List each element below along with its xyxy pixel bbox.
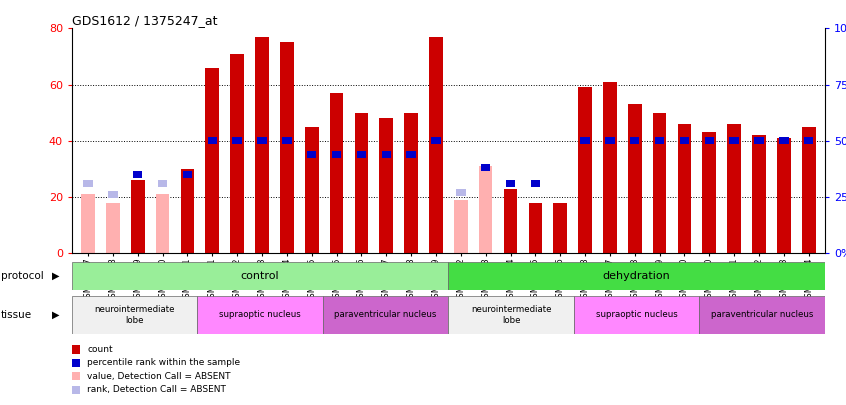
Bar [448, 262, 825, 290]
Text: dehydration: dehydration [602, 271, 671, 281]
Bar [503, 188, 518, 253]
Text: ▶: ▶ [52, 271, 60, 281]
Bar [448, 296, 574, 334]
Bar [323, 296, 448, 334]
Text: control: control [241, 271, 279, 281]
Bar [578, 87, 592, 253]
Bar [574, 296, 700, 334]
Bar [530, 180, 540, 187]
Text: rank, Detection Call = ABSENT: rank, Detection Call = ABSENT [87, 385, 226, 394]
Bar [106, 202, 120, 253]
Bar [456, 189, 465, 196]
Bar [72, 296, 197, 334]
Bar [156, 194, 169, 253]
Bar [379, 118, 393, 253]
Bar [628, 104, 641, 253]
Bar [603, 82, 617, 253]
Bar [454, 200, 468, 253]
Text: neurointermediate
lobe: neurointermediate lobe [95, 305, 175, 324]
Bar [700, 296, 825, 334]
Bar [158, 180, 168, 187]
Bar [133, 171, 142, 178]
Text: neurointermediate
lobe: neurointermediate lobe [471, 305, 552, 324]
Text: value, Detection Call = ABSENT: value, Detection Call = ABSENT [87, 372, 231, 381]
Text: paraventricular nucleus: paraventricular nucleus [711, 310, 813, 320]
Bar [728, 124, 741, 253]
Bar [72, 262, 448, 290]
Bar [233, 137, 242, 144]
Bar [802, 127, 816, 253]
Text: supraoptic nucleus: supraoptic nucleus [596, 310, 678, 320]
Bar [653, 113, 667, 253]
Bar [207, 137, 217, 144]
Bar [131, 180, 145, 253]
Text: count: count [87, 345, 113, 354]
Text: ▶: ▶ [52, 310, 60, 320]
Text: tissue: tissue [1, 310, 32, 320]
Text: paraventricular nucleus: paraventricular nucleus [334, 310, 437, 320]
Bar [206, 68, 219, 253]
Bar [678, 124, 691, 253]
Bar [183, 171, 192, 178]
Bar [197, 296, 323, 334]
Bar [752, 135, 766, 253]
Bar [332, 151, 341, 158]
Bar [307, 151, 316, 158]
Bar [257, 137, 266, 144]
Bar [81, 194, 95, 253]
Bar [580, 137, 590, 144]
Bar [553, 202, 567, 253]
Text: protocol: protocol [1, 271, 44, 281]
Bar [529, 202, 542, 253]
Bar [655, 137, 664, 144]
Bar [280, 43, 294, 253]
Bar [382, 151, 391, 158]
Bar [181, 169, 195, 253]
Bar [479, 166, 492, 253]
Bar [354, 113, 368, 253]
Text: percentile rank within the sample: percentile rank within the sample [87, 358, 240, 367]
Bar [406, 151, 416, 158]
Bar [755, 137, 764, 144]
Bar [404, 113, 418, 253]
Bar [431, 137, 441, 144]
Bar [230, 53, 244, 253]
Bar [605, 137, 615, 144]
Bar [357, 151, 366, 158]
Bar [481, 164, 491, 171]
Bar [282, 137, 292, 144]
Bar [777, 138, 791, 253]
Bar [429, 37, 442, 253]
Text: GDS1612 / 1375247_at: GDS1612 / 1375247_at [72, 14, 217, 27]
Bar [679, 137, 689, 144]
Bar [108, 191, 118, 198]
Bar [84, 180, 93, 187]
Bar [305, 127, 319, 253]
Bar [702, 132, 716, 253]
Bar [729, 137, 739, 144]
Bar [705, 137, 714, 144]
Bar [630, 137, 640, 144]
Text: supraoptic nucleus: supraoptic nucleus [219, 310, 301, 320]
Bar [779, 137, 788, 144]
Bar [804, 137, 813, 144]
Bar [506, 180, 515, 187]
Bar [330, 93, 343, 253]
Bar [255, 37, 269, 253]
